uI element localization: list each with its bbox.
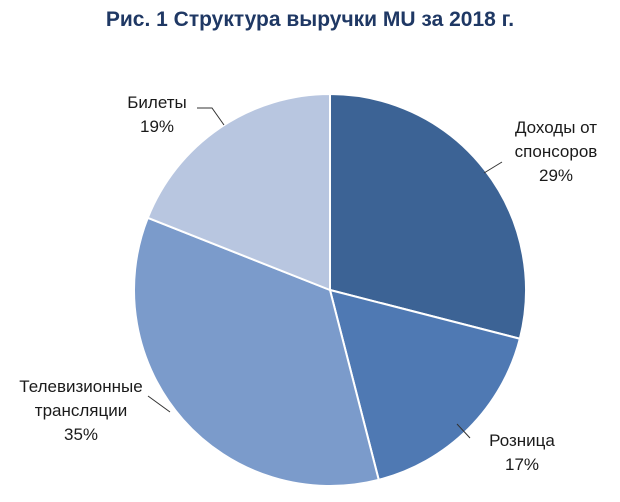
chart-title: Рис. 1 Структура выручки MU за 2018 г. — [105, 8, 515, 31]
pie-slice — [328, 288, 522, 482]
slice-value-label: 35% — [64, 425, 98, 444]
slice-value-label: 29% — [539, 166, 573, 185]
slice-category-label: спонсоров — [515, 142, 598, 161]
pie-slice — [329, 92, 527, 340]
leader-line — [456, 423, 471, 439]
slice-category-label: Телевизионные — [19, 377, 142, 396]
leader-line — [483, 161, 503, 174]
pie-slice — [133, 216, 380, 487]
slice-category-label: Доходы от — [515, 118, 597, 137]
leader-line — [147, 395, 171, 413]
slice-category-label: Билеты — [127, 93, 186, 112]
slice-value-label: 19% — [140, 117, 174, 136]
slice-category-label: Розница — [489, 431, 555, 450]
leader-line — [197, 107, 225, 126]
slice-value-label: 17% — [505, 455, 539, 474]
pie-slice — [146, 92, 331, 292]
slice-category-label: трансляции — [35, 401, 127, 420]
